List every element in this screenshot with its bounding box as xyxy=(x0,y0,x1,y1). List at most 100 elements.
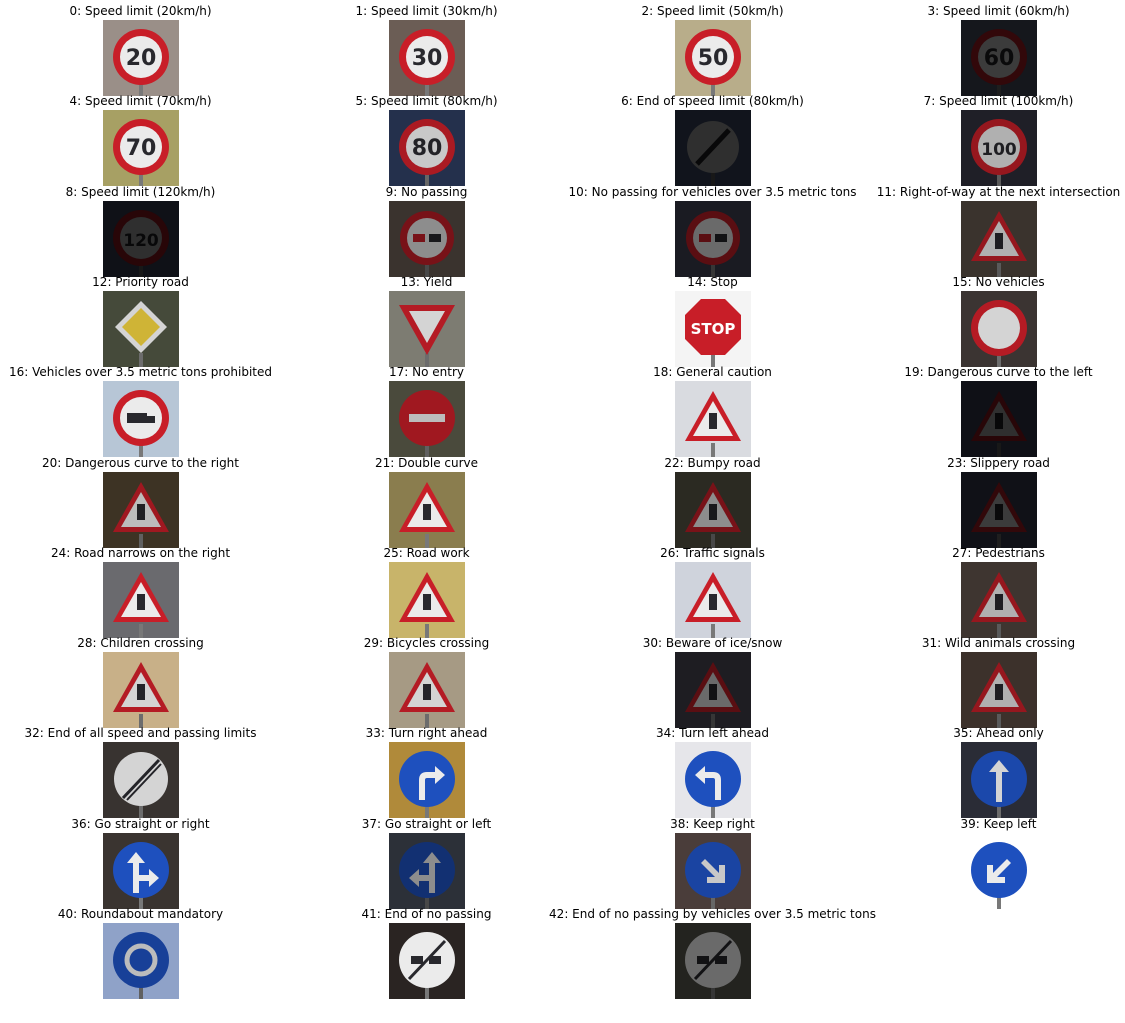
sign-cell: 35: Ahead only xyxy=(858,722,1125,819)
sign-triangle xyxy=(398,481,455,532)
sign-title: 25: Road work xyxy=(383,545,470,560)
sign-cell: 18: General caution xyxy=(572,361,853,458)
sign-image: STOP xyxy=(674,290,751,367)
sign-thumbnail: 120 xyxy=(102,200,179,277)
sign-truck xyxy=(112,390,169,447)
sign-thumbnail: STOP xyxy=(674,290,751,367)
sign-thumbnail: 60 xyxy=(960,20,1037,96)
sign-cell: 10: No passing for vehicles over 3.5 met… xyxy=(568,181,857,277)
sign-thumbnail: 50 xyxy=(674,20,751,96)
sign-cell: 15: No vehicles xyxy=(858,271,1125,367)
sign-thumbnail xyxy=(102,381,179,458)
sign-image xyxy=(960,561,1037,638)
sign-cell: 36: Go straight or right xyxy=(0,813,281,909)
sign-thumbnail xyxy=(960,742,1037,819)
sign-triangle xyxy=(112,481,169,532)
sign-thumbnail xyxy=(388,471,465,548)
sign-endnopass xyxy=(398,932,455,988)
sign-cell: 27: Pedestrians xyxy=(858,542,1125,638)
sign-speed: 100 xyxy=(970,119,1027,176)
sign-cell: 25: Road work xyxy=(286,542,567,638)
sign-thumbnail xyxy=(960,200,1037,277)
sign-title: 11: Right-of-way at the next intersectio… xyxy=(876,184,1121,199)
sign-thumbnail xyxy=(102,652,179,729)
sign-triangle xyxy=(398,662,455,713)
sign-thumbnail: 70 xyxy=(102,110,179,187)
sign-title: 42: End of no passing by vehicles over 3… xyxy=(549,907,876,921)
sign-thumbnail xyxy=(960,652,1037,729)
sign-image: 60 xyxy=(960,20,1037,96)
sign-title: 13: Yield xyxy=(400,274,453,289)
sign-thumbnail xyxy=(388,200,465,277)
sign-triangle xyxy=(684,391,741,442)
sign-nopass xyxy=(685,210,740,265)
sign-title: 37: Go straight or left xyxy=(361,816,492,831)
svg-text:70: 70 xyxy=(125,136,156,161)
sign-title: 2: Speed limit (50km/h) xyxy=(641,4,784,18)
sign-endall xyxy=(113,752,168,807)
sign-title: 39: Keep left xyxy=(960,816,1037,831)
sign-triangle xyxy=(684,481,741,532)
sign-yield xyxy=(398,304,455,355)
sign-title: 21: Double curve xyxy=(374,455,479,470)
sign-image xyxy=(960,290,1037,367)
sign-priority xyxy=(114,300,167,353)
sign-triangle xyxy=(970,481,1027,532)
sign-cell: 28: Children crossing xyxy=(0,632,281,729)
sign-thumbnail: 30 xyxy=(388,20,465,96)
sign-image xyxy=(102,742,179,819)
svg-text:STOP: STOP xyxy=(690,320,735,338)
sign-title: 7: Speed limit (100km/h) xyxy=(923,94,1074,109)
sign-thumbnail xyxy=(102,742,179,819)
sign-image: 50 xyxy=(674,20,751,96)
sign-thumbnail xyxy=(388,742,465,819)
sign-title: 40: Roundabout mandatory xyxy=(57,907,224,921)
sign-image xyxy=(674,110,751,187)
sign-thumbnail xyxy=(674,652,751,729)
sign-title: 23: Slippery road xyxy=(947,455,1050,470)
sign-blue xyxy=(970,751,1027,808)
sign-cell: 13: Yield xyxy=(286,271,567,367)
sign-thumbnail xyxy=(388,381,465,458)
sign-blue xyxy=(684,841,741,898)
sign-stop: STOP xyxy=(684,298,741,355)
sign-cell: 20: Dangerous curve to the right xyxy=(0,452,281,548)
sign-title: 4: Speed limit (70km/h) xyxy=(69,94,212,109)
sign-cell: 14: Stop STOP xyxy=(572,271,853,367)
sign-triangle xyxy=(970,210,1027,261)
sign-title: 20: Dangerous curve to the right xyxy=(41,455,239,470)
sign-triangle xyxy=(112,571,169,622)
sign-image: 120 xyxy=(102,200,179,277)
sign-thumbnail xyxy=(674,742,751,819)
sign-cell: 5: Speed limit (80km/h) 80 xyxy=(286,90,567,187)
svg-text:30: 30 xyxy=(411,46,442,71)
svg-text:50: 50 xyxy=(697,46,728,71)
sign-cell: 31: Wild animals crossing xyxy=(858,632,1125,729)
sign-cell: 3: Speed limit (60km/h) 60 xyxy=(858,0,1125,96)
sign-cell: 1: Speed limit (30km/h) 30 xyxy=(286,0,567,96)
sign-image xyxy=(388,652,465,729)
sign-triangle xyxy=(970,662,1027,713)
sign-image xyxy=(960,381,1037,458)
sign-blue xyxy=(970,841,1027,898)
svg-text:80: 80 xyxy=(411,136,442,161)
sign-cell: 30: Beware of ice/snow xyxy=(572,632,853,729)
sign-image xyxy=(674,381,751,458)
sign-cell: 41: End of no passing xyxy=(286,903,567,999)
sign-cell: 39: Keep left xyxy=(858,813,1125,909)
sign-thumbnail xyxy=(960,471,1037,548)
sign-title: 28: Children crossing xyxy=(77,636,204,651)
svg-text:100: 100 xyxy=(981,140,1017,160)
sign-thumbnail xyxy=(388,290,465,367)
sign-title: 1: Speed limit (30km/h) xyxy=(355,4,498,18)
svg-text:60: 60 xyxy=(983,46,1014,71)
sign-image xyxy=(388,561,465,638)
sign-triangle xyxy=(970,571,1027,622)
sign-cell: 0: Speed limit (20km/h) 20 xyxy=(0,0,281,96)
sign-speed: 30 xyxy=(398,29,455,85)
sign-image xyxy=(102,832,179,909)
sign-novehicles xyxy=(970,299,1027,356)
sign-thumbnail xyxy=(960,561,1037,638)
sign-title: 36: Go straight or right xyxy=(71,816,210,831)
sign-thumbnail xyxy=(960,381,1037,458)
